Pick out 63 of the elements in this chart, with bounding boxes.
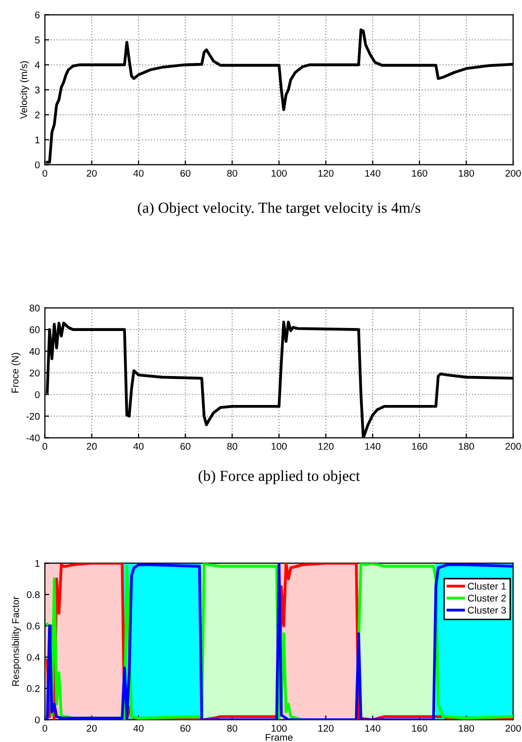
y-tick-label: 40 [29, 348, 40, 355]
y-tick-label: -20 [26, 412, 40, 420]
y-tick-label: 0.8 [26, 591, 40, 598]
y-tick-label: 60 [30, 326, 40, 334]
y-axis-title: Velocity (m/s) [20, 61, 30, 119]
y-tick-label: 0.4 [26, 654, 40, 661]
x-tick-label: 120 [318, 442, 334, 450]
y-tick-label: 0 [35, 716, 40, 724]
x-tick-label: 20 [86, 170, 97, 177]
y-tick-label: 80 [30, 304, 40, 312]
legend-label: Cluster 1 [468, 582, 506, 590]
x-tick-label: 0 [42, 724, 48, 732]
y-tick-label: 0 [35, 161, 40, 168]
x-tick-label: 20 [86, 724, 97, 732]
y-tick-label: 0.6 [26, 622, 40, 630]
x-tick-label: 200 [506, 442, 521, 450]
legend-label: Cluster 3 [468, 606, 506, 614]
x-tick-label: 80 [227, 170, 238, 177]
y-tick-label: 6 [35, 12, 40, 18]
y-tick-label: 1 [35, 136, 40, 144]
y-tick-label: 1 [35, 560, 40, 567]
x-tick-label: 0 [42, 442, 48, 450]
x-tick-label: 200 [506, 170, 521, 177]
x-tick-label: 140 [365, 724, 380, 732]
y-axis-title: Froce (N) [11, 352, 20, 393]
x-tick-label: 40 [133, 442, 144, 450]
x-tick-label: 40 [133, 170, 144, 177]
y-tick-label: 20 [30, 370, 40, 376]
x-tick-label: 180 [458, 170, 474, 177]
x-tick-label: 100 [272, 170, 287, 177]
x-tick-label: 80 [227, 442, 238, 450]
x-tick-label: 80 [227, 724, 238, 732]
x-axis-title: Frame [266, 734, 293, 741]
x-tick-label: 60 [180, 724, 190, 732]
y-tick-label: 5 [35, 36, 40, 44]
x-tick-label: 120 [318, 724, 334, 732]
x-tick-label: 140 [365, 170, 380, 177]
x-tick-label: 0 [42, 170, 48, 177]
y-tick-label: 3 [34, 86, 40, 94]
x-tick-label: 60 [180, 170, 190, 177]
legend-label: Cluster 2 [468, 594, 506, 602]
y-axis-title: Responsibility Factor [12, 596, 21, 686]
x-tick-label: 160 [412, 724, 428, 732]
y-tick-label: 0.2 [26, 685, 40, 692]
x-tick-label: 60 [180, 442, 190, 450]
x-tick-label: 140 [365, 442, 380, 450]
x-tick-label: 160 [412, 442, 428, 450]
x-tick-label: 120 [318, 170, 334, 177]
x-tick-label: 180 [458, 442, 474, 450]
x-tick-label: 100 [272, 724, 287, 732]
text: (a) Object velocity. The target velocity is 4m/s [138, 202, 420, 216]
x-tick-label: 200 [506, 724, 521, 732]
x-tick-label: 160 [412, 170, 428, 177]
x-tick-label: 180 [458, 724, 474, 732]
y-tick-label: -40 [26, 434, 40, 442]
x-tick-label: 100 [272, 442, 287, 450]
line-series [46, 563, 514, 720]
x-tick-label: 20 [86, 442, 97, 450]
y-tick-label: 4 [34, 62, 40, 68]
x-tick-label: 40 [133, 724, 144, 732]
text: (b) Force applied to object [198, 470, 360, 484]
y-tick-label: 2 [35, 111, 40, 118]
y-tick-label: 0 [35, 391, 40, 398]
